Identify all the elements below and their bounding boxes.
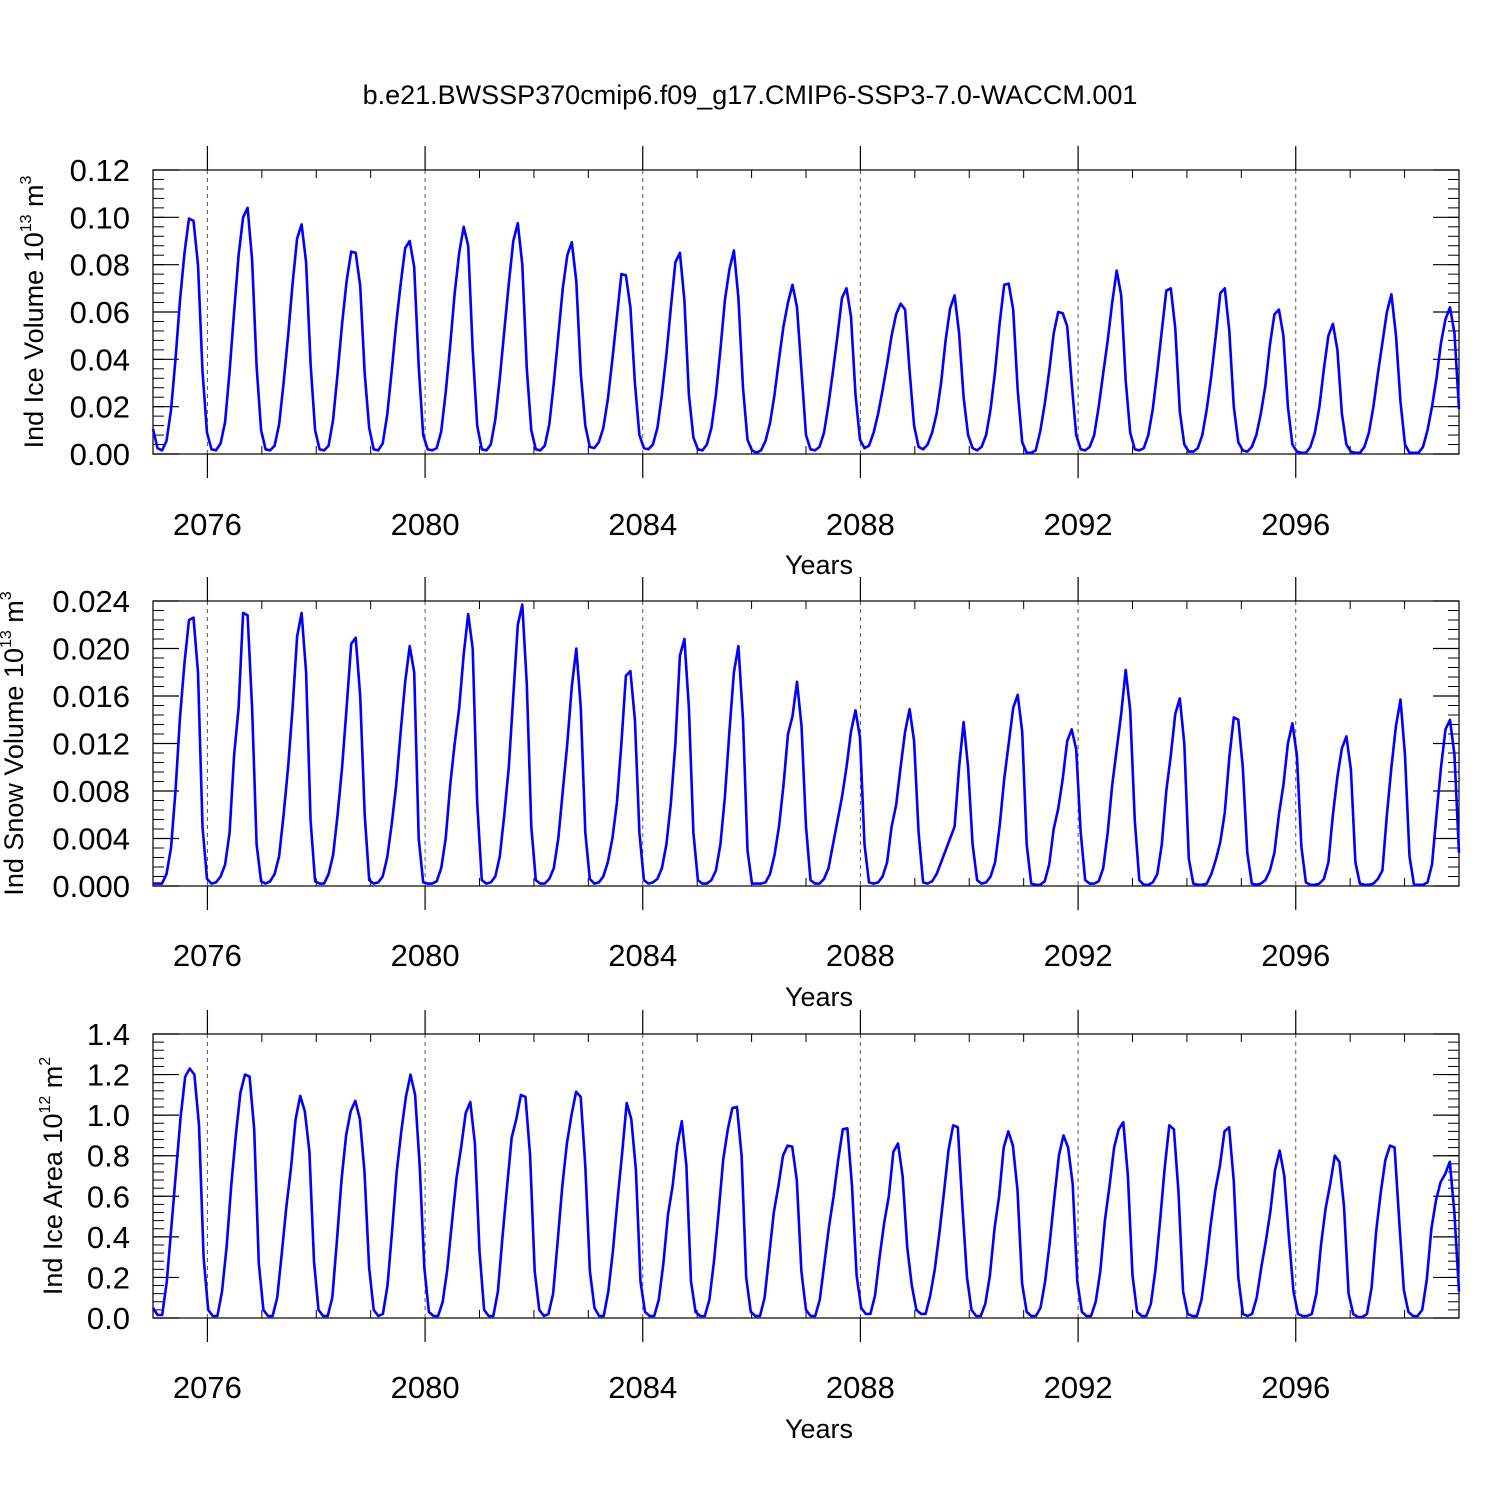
- y-tick-label: 0.020: [52, 632, 130, 667]
- figure-title: b.e21.BWSSP370cmip6.f09_g17.CMIP6-SSP3-7…: [363, 80, 1138, 110]
- x-tick-label: 2088: [826, 507, 895, 542]
- x-tick-label: 2076: [173, 938, 242, 973]
- y-axis-title: Ind Ice Area 1012 m2: [37, 1057, 68, 1295]
- plot-panels: 2076 2080 2084 2088 2092 20960.000.020.040.06…: [0, 146, 1461, 1444]
- x-tick-label: 2096: [1261, 507, 1330, 542]
- x-tick-label: 2080: [391, 938, 460, 973]
- x-axis-title: Years: [785, 982, 853, 1012]
- y-title-unit: m: [0, 600, 29, 630]
- series-line: [151, 1067, 1461, 1319]
- y-title-exponent: 12: [37, 1096, 54, 1114]
- series-line: [151, 206, 1461, 455]
- panel-1: 2076 2080 2084 2088 2092 2096 0.00 0.02 0.04 0.06…: [18, 146, 1461, 580]
- plot-frame: [152, 169, 1460, 455]
- y-tick-label: 0.10: [70, 200, 130, 235]
- y-title-unit-exponent: 3: [0, 591, 15, 600]
- y-title-unit-exponent: 3: [18, 175, 35, 184]
- y-tick-label: 0.2: [87, 1260, 130, 1295]
- y-title-unit: m: [38, 1066, 68, 1096]
- panel-2: 2076 2080 2084 2088 2092 2096 0.000 0.004 0.008 0…: [0, 577, 1461, 1012]
- y-tick-label: 0.004: [52, 822, 130, 857]
- x-tick-label: 2084: [608, 1370, 677, 1405]
- x-tick-label: 2084: [608, 938, 677, 973]
- y-axis-title: Ind Ice Volume 1013 m3: [18, 175, 49, 448]
- y-tick-label: 0.016: [52, 679, 130, 714]
- y-tick-label: 0.008: [52, 774, 130, 809]
- y-title-prefix: Ind Ice Area 10: [38, 1114, 68, 1296]
- y-tick-label: 1.2: [87, 1058, 130, 1093]
- y-title-prefix: Ind Snow Volume 10: [0, 648, 29, 896]
- x-tick-label: 2080: [391, 507, 460, 542]
- y-tick-label: 1.0: [87, 1098, 130, 1133]
- panel-3: 2076 2080 2084 2088 2092 2096 0.0 0.2 0.4 0.6 0.8 1…: [37, 1010, 1461, 1444]
- y-title-prefix: Ind Ice Volume 10: [19, 232, 49, 448]
- y-title-exponent: 13: [18, 214, 35, 232]
- y-tick-label: 0.02: [70, 390, 130, 425]
- x-tick-label: 2088: [826, 938, 895, 973]
- x-axis-title: Years: [785, 550, 853, 580]
- y-tick-label: 0.8: [87, 1139, 130, 1174]
- x-tick-label: 2096: [1261, 938, 1330, 973]
- y-tick-label: 0.00: [70, 437, 130, 472]
- y-tick-label: 0.4: [87, 1220, 130, 1255]
- y-tick-label: 0.0: [87, 1301, 130, 1336]
- y-title-unit-exponent: 2: [37, 1057, 54, 1066]
- plot-frame: [152, 600, 1460, 887]
- y-tick-label: 0.024: [52, 584, 130, 619]
- y-tick-label: 0.12: [70, 153, 130, 188]
- y-tick-label: 0.06: [70, 295, 130, 330]
- x-tick-label: 2076: [173, 507, 242, 542]
- y-tick-label: 0.04: [70, 342, 130, 377]
- plot-frame: [152, 1033, 1460, 1319]
- x-tick-label: 2080: [391, 1370, 460, 1405]
- series-line: [153, 603, 1461, 887]
- y-title-unit: m: [19, 184, 49, 214]
- x-tick-label: 2088: [826, 1370, 895, 1405]
- y-tick-label: 0.08: [70, 248, 130, 283]
- y-tick-label: 0.6: [87, 1179, 130, 1214]
- x-axis-title: Years: [785, 1414, 853, 1444]
- x-tick-label: 2092: [1044, 507, 1113, 542]
- y-tick-label: 1.4: [87, 1017, 130, 1052]
- x-tick-label: 2076: [173, 1370, 242, 1405]
- y-tick-label: 0.000: [52, 869, 130, 904]
- x-tick-label: 2092: [1044, 1370, 1113, 1405]
- x-tick-label: 2084: [608, 507, 677, 542]
- x-tick-label: 2092: [1044, 938, 1113, 973]
- y-axis-title: Ind Snow Volume 1013 m3: [0, 591, 29, 895]
- y-tick-label: 0.012: [52, 727, 130, 762]
- y-title-exponent: 13: [0, 630, 15, 648]
- x-tick-label: 2096: [1261, 1370, 1330, 1405]
